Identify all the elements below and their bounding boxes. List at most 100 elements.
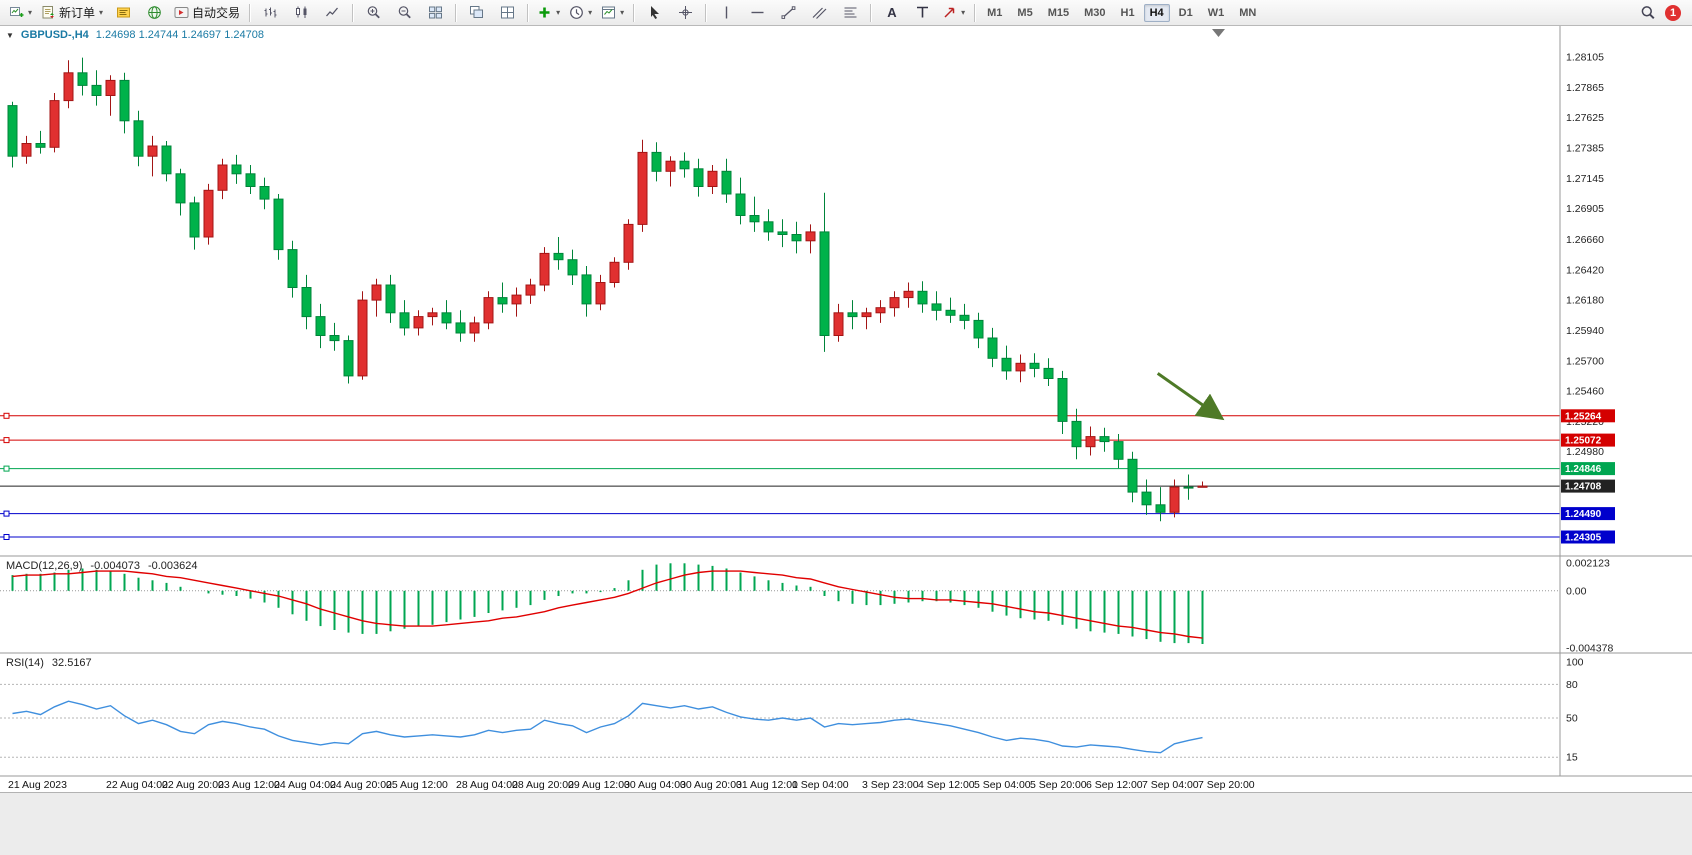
line-chart-mode-button[interactable] (317, 1, 347, 24)
horizontal-line-tool-button[interactable] (742, 1, 772, 24)
svg-text:6 Sep 12:00: 6 Sep 12:00 (1086, 779, 1143, 791)
price-tags: 1.25264 1.25072 1.24846 1.24708 1.24490 1.243… (1561, 409, 1615, 544)
svg-text:1.24846: 1.24846 (1565, 464, 1602, 475)
candlestick-mode-icon (295, 6, 307, 18)
search-button[interactable] (1632, 1, 1662, 24)
timeframe-mn[interactable]: MN (1239, 6, 1257, 19)
rsi-axis-label: 100 (1566, 657, 1584, 669)
rsi-line (12, 700, 1203, 754)
timeframe-h1[interactable]: H1 (1120, 6, 1135, 19)
svg-text:1.24305: 1.24305 (1565, 533, 1602, 544)
timeframe-d1[interactable]: D1 (1178, 6, 1193, 19)
trendline-tool-icon (781, 6, 796, 19)
svg-text:1.25264: 1.25264 (1565, 411, 1602, 422)
svg-text:7 Sep 20:00: 7 Sep 20:00 (1198, 779, 1255, 791)
timeframe-m5[interactable]: M5 (1017, 6, 1033, 19)
vertical-line-tool-button[interactable] (711, 1, 741, 24)
dropdown-caret-icon[interactable]: ▾ (620, 8, 625, 17)
chart-ohlc-quotes: 1.24698 1.24744 1.24697 1.24708 (95, 29, 264, 41)
trendline-tool-button[interactable] (773, 1, 803, 24)
cascade-windows-button[interactable] (461, 1, 491, 24)
cursor-icon (650, 6, 659, 19)
dropdown-caret-icon[interactable]: ▾ (961, 8, 966, 17)
new-chart-button[interactable]: ▾ (5, 1, 36, 24)
svg-text:24 Aug 20:00: 24 Aug 20:00 (330, 779, 392, 791)
svg-text:1.24490: 1.24490 (1565, 509, 1602, 520)
auto-trading-label: 自动交易 (192, 6, 241, 20)
arrange-windows-icon (428, 6, 442, 19)
timeframe-w1[interactable]: W1 (1207, 6, 1225, 19)
quote-panel-toggle-icon[interactable]: ▼ (6, 30, 14, 40)
zoom-in-button[interactable] (358, 1, 388, 24)
cursor-button[interactable] (639, 1, 669, 24)
templates-button[interactable]: ▾ (597, 1, 628, 24)
price-chart-canvas[interactable]: 1.28105 1.27865 1.27625 1.27385 1.27145 1.269… (0, 26, 1692, 792)
candlestick-mode-button[interactable] (286, 1, 316, 24)
arrow-objects-button[interactable]: ▾ (938, 1, 969, 24)
svg-text:23 Aug 12:00: 23 Aug 12:00 (218, 779, 280, 791)
svg-text:1.27145: 1.27145 (1566, 173, 1604, 185)
svg-text:1 Sep 04:00: 1 Sep 04:00 (792, 779, 849, 791)
toolbar-separator (249, 3, 251, 22)
svg-text:28 Aug 04:00: 28 Aug 04:00 (456, 779, 518, 791)
line-handle[interactable] (3, 465, 10, 472)
svg-text:29 Aug 12:00: 29 Aug 12:00 (568, 779, 630, 791)
timeframe-h4[interactable]: H4 (1143, 3, 1170, 22)
svg-text:28 Aug 20:00: 28 Aug 20:00 (512, 779, 574, 791)
svg-text:1.26180: 1.26180 (1566, 295, 1604, 307)
equidistant-channel-tool-button[interactable] (804, 1, 834, 24)
dropdown-caret-icon[interactable]: ▾ (588, 8, 593, 17)
market-watch-button[interactable] (139, 1, 169, 24)
periods-button[interactable]: ▾ (565, 1, 596, 24)
candles[interactable] (7, 57, 1208, 522)
ohlc-bars-mode-button[interactable] (255, 1, 285, 24)
metaeditor-button[interactable] (108, 1, 138, 24)
macd-axis-label: -0.004378 (1566, 643, 1613, 655)
price-axis[interactable]: 1.28105 1.27865 1.27625 1.27385 1.27145 1.269… (1566, 52, 1604, 459)
svg-text:1.25700: 1.25700 (1566, 355, 1604, 367)
text-tool-button[interactable]: A (876, 1, 906, 24)
toolbar-separator (455, 3, 457, 22)
line-handle[interactable] (3, 534, 10, 540)
text-label-tool-button[interactable] (907, 1, 937, 24)
chart-area: 1.28105 1.27865 1.27625 1.27385 1.27145 1.269… (0, 26, 1692, 855)
arrow-objects-icon (944, 7, 955, 18)
line-handle[interactable] (3, 437, 10, 444)
crosshair-button[interactable] (670, 1, 700, 24)
chart-symbol-period: GBPUSD-,H4 (20, 29, 89, 41)
rsi-panel[interactable]: 100 80 50 15 (0, 657, 1584, 764)
new-order-button[interactable]: 新订单 ▾ (37, 1, 107, 24)
auto-trading-button[interactable]: 自动交易 (170, 1, 244, 24)
macd-label: MACD(12,26,9) -0.004073 -0.003624 (6, 560, 198, 572)
chart-shift-marker[interactable] (1212, 29, 1225, 37)
macd-panel[interactable]: 0.002123 0.00 -0.004378 (0, 558, 1613, 655)
tile-windows-button[interactable] (492, 1, 522, 24)
arrange-windows-button[interactable] (420, 1, 450, 24)
zoom-out-button[interactable] (389, 1, 419, 24)
timeframe-m15[interactable]: M15 (1047, 6, 1070, 19)
svg-text:1.26905: 1.26905 (1566, 203, 1604, 215)
trend-arrow[interactable] (1156, 372, 1225, 421)
indicators-button[interactable]: ▾ (533, 1, 564, 24)
fibonacci-tool-button[interactable] (835, 1, 865, 24)
horizontal-lines[interactable] (0, 412, 1560, 540)
notification-badge[interactable]: 1 (1665, 4, 1681, 21)
timeframe-m30[interactable]: M30 (1084, 6, 1106, 19)
line-handle[interactable] (3, 510, 10, 517)
svg-text:A: A (887, 5, 897, 20)
toolbar-separator (352, 3, 354, 22)
macd-main-value: -0.004073 (90, 560, 140, 572)
svg-text:1.26660: 1.26660 (1566, 234, 1604, 246)
line-handle[interactable] (3, 412, 10, 419)
svg-text:1.27865: 1.27865 (1566, 82, 1604, 94)
dropdown-caret-icon[interactable]: ▾ (99, 8, 104, 17)
toolbar-separator (633, 3, 635, 22)
zoom-in-icon (367, 6, 380, 19)
dropdown-caret-icon[interactable]: ▾ (556, 8, 561, 17)
timeframe-m1[interactable]: M1 (987, 6, 1003, 19)
svg-text:1.27625: 1.27625 (1566, 112, 1604, 124)
periods-icon (570, 6, 583, 19)
dropdown-caret-icon[interactable]: ▾ (28, 8, 33, 17)
